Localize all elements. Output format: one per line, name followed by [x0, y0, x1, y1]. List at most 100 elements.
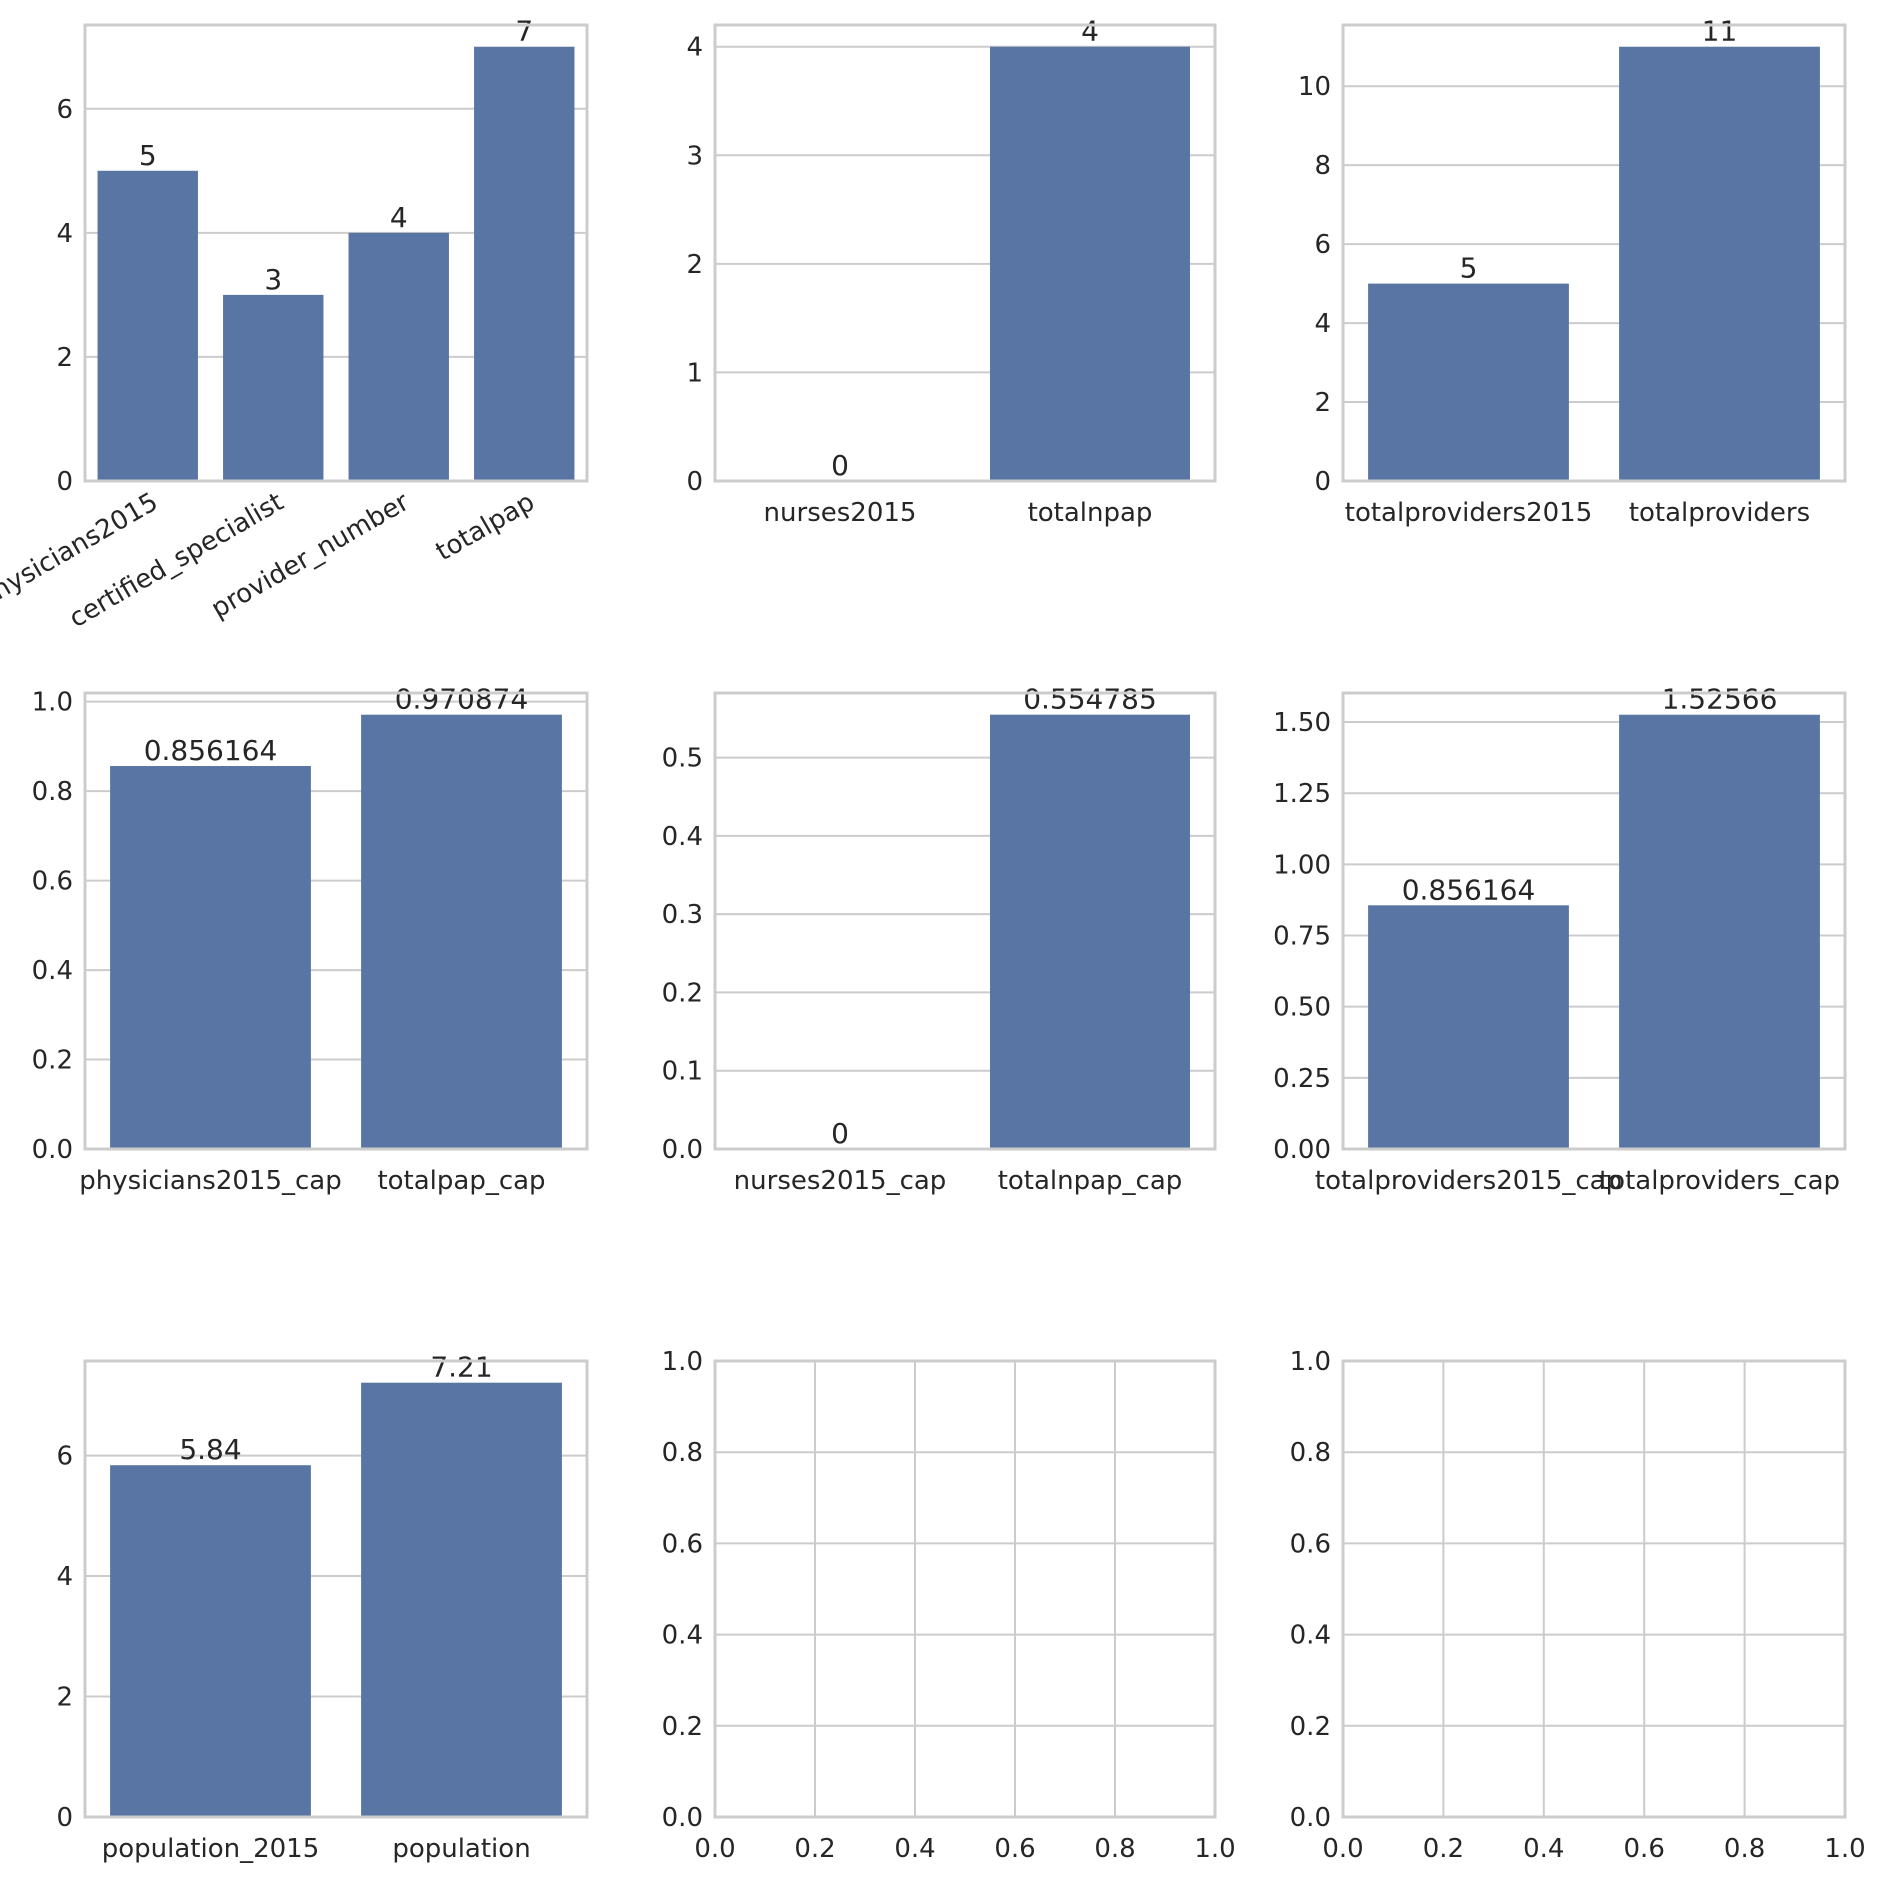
- y-tick-label: 1.0: [1290, 1347, 1331, 1377]
- x-tick-label: totalpap: [431, 487, 540, 567]
- x-tick-label: 0.8: [1724, 1834, 1765, 1864]
- x-tick-label: 0.4: [1523, 1834, 1564, 1864]
- y-tick-label: 0.6: [32, 867, 73, 897]
- data-label: 4: [390, 201, 408, 234]
- x-tick-label: population_2015: [102, 1834, 320, 1864]
- y-tick-label: 0.4: [662, 822, 703, 852]
- data-label: 3: [264, 263, 282, 296]
- x-tick-label: 1.0: [1824, 1834, 1865, 1864]
- y-tick-label: 1.50: [1273, 708, 1331, 738]
- y-tick-label: 0: [56, 1803, 73, 1833]
- y-tick-label: 0.50: [1273, 993, 1331, 1023]
- axes-frame: [83, 1359, 589, 1819]
- bar-totalproviders_cap: [1619, 714, 1820, 1149]
- subplot-1: 02465physicians20153certified_specialist…: [0, 15, 589, 634]
- subplot-6: 0.00 0.25 0.50 0.75 1.00 1.25 1.50 0.856164 tota…: [1273, 683, 1847, 1196]
- x-tick-label: totalproviders2015_cap: [1315, 1166, 1622, 1196]
- y-tick-label: 4: [56, 219, 73, 249]
- y-tick-label: 0.5: [662, 744, 703, 774]
- bar-totalpap: [474, 46, 575, 481]
- axes-frame: [713, 1359, 1217, 1819]
- data-label: 0.856164: [1402, 873, 1536, 906]
- y-tick-label: 0.8: [32, 777, 73, 807]
- x-tick-label: 0.6: [994, 1834, 1035, 1864]
- x-tick-label: 0.4: [894, 1834, 935, 1864]
- bar-population_2015: [110, 1465, 311, 1817]
- y-tick-label: 4: [1314, 309, 1331, 339]
- subplot-4: 0.0 0.2 0.4 0.6 0.8 1.0 0.856164 physicians2015…: [32, 683, 589, 1196]
- bar-totalproviders: [1619, 46, 1820, 481]
- x-tick-label: 0.0: [694, 1834, 735, 1864]
- y-tick-label: 0.0: [662, 1803, 703, 1833]
- x-tick-label: totalpap_cap: [377, 1166, 545, 1196]
- bar-physicians2015_cap: [110, 766, 311, 1149]
- bar-certified_specialist: [223, 294, 324, 481]
- data-label: 7: [515, 15, 533, 48]
- y-tick-label: 0.8: [662, 1438, 703, 1468]
- y-tick-label: 4: [686, 33, 703, 63]
- y-tick-label: 0: [686, 467, 703, 497]
- x-tick-label: population: [392, 1834, 530, 1864]
- y-tick-label: 0: [56, 467, 73, 497]
- data-label: 0.970874: [395, 683, 529, 716]
- subplot-8: 0.0 0.2 0.4 0.6 0.8 1.0 0.0 0.2 0.4 0.6 0.8 1.0: [662, 1347, 1236, 1864]
- y-tick-label: 0.25: [1273, 1064, 1331, 1094]
- y-tick-label: 4: [56, 1562, 73, 1592]
- y-tick-label: 0.2: [662, 1712, 703, 1742]
- y-tick-label: 0.2: [32, 1046, 73, 1076]
- axes-frame: [1341, 691, 1847, 1151]
- bar-totalnpap: [990, 46, 1190, 481]
- x-tick-label: 0.2: [1423, 1834, 1464, 1864]
- x-tick-label: 0.0: [1322, 1834, 1363, 1864]
- y-tick-label: 0.4: [662, 1621, 703, 1651]
- data-label: 7.21: [430, 1351, 492, 1384]
- y-tick-label: 0.6: [662, 1529, 703, 1559]
- axes-frame: [713, 691, 1217, 1151]
- bar-population: [361, 1382, 562, 1817]
- x-tick-label: 0.6: [1624, 1834, 1665, 1864]
- data-label: 1.52566: [1662, 683, 1778, 716]
- y-tick-label: 0.4: [1290, 1621, 1331, 1651]
- x-tick-label: nurses2015_cap: [734, 1166, 947, 1196]
- y-tick-label: 1.00: [1273, 850, 1331, 880]
- data-label: 0.856164: [144, 734, 278, 767]
- y-tick-label: 0.3: [662, 900, 703, 930]
- y-tick-label: 0.0: [1290, 1803, 1331, 1833]
- subplot-3: 0 2 4 6 8 10 5 totalproviders2015 11 totalprovide…: [1298, 15, 1847, 528]
- y-tick-label: 2: [1314, 388, 1331, 418]
- bar-totalnpap_cap: [990, 714, 1190, 1149]
- x-tick-label: 0.2: [794, 1834, 835, 1864]
- y-tick-label: 2: [686, 250, 703, 280]
- data-label: 11: [1702, 15, 1738, 48]
- y-tick-label: 0.8: [1290, 1438, 1331, 1468]
- axes-frame: [83, 691, 589, 1151]
- y-tick-label: 1.25: [1273, 779, 1331, 809]
- x-tick-label: physicians2015_cap: [79, 1166, 342, 1196]
- y-tick-label: 10: [1298, 72, 1331, 102]
- data-label: 4: [1081, 15, 1099, 48]
- x-tick-label: 1.0: [1194, 1834, 1235, 1864]
- data-label: 5: [1460, 252, 1478, 285]
- y-tick-label: 0.00: [1273, 1135, 1331, 1165]
- data-label: 0: [831, 1117, 849, 1150]
- axes-frame: [1341, 1359, 1847, 1819]
- y-tick-label: 0.4: [32, 956, 73, 986]
- subplot-5: 0.0 0.1 0.2 0.3 0.4 0.5 0 nurses2015_cap 0.55478…: [662, 683, 1217, 1196]
- subplot-2: 0 1 2 3 4 0 nurses2015 4 totalnpap: [686, 15, 1217, 528]
- x-tick-label: totalnpap_cap: [998, 1166, 1183, 1196]
- y-tick-label: 3: [686, 141, 703, 171]
- bar-totalproviders2015: [1368, 283, 1569, 481]
- y-tick-label: 0.1: [662, 1057, 703, 1087]
- axes-frame: [83, 23, 589, 483]
- bar-physicians2015: [97, 170, 198, 482]
- y-tick-label: 2: [56, 343, 73, 373]
- data-label: 5: [139, 139, 157, 172]
- x-tick-label: totalnpap: [1028, 498, 1153, 528]
- y-tick-label: 0.75: [1273, 922, 1331, 952]
- y-tick-label: 1.0: [662, 1347, 703, 1377]
- subplot-9: 0.0 0.2 0.4 0.6 0.8 1.0 0.0 0.2 0.4 0.6 0.8 1.0: [1290, 1347, 1866, 1864]
- bar-provider_number: [348, 232, 449, 481]
- x-tick-label: totalproviders_cap: [1599, 1166, 1840, 1196]
- x-tick-label: totalproviders2015: [1345, 498, 1593, 528]
